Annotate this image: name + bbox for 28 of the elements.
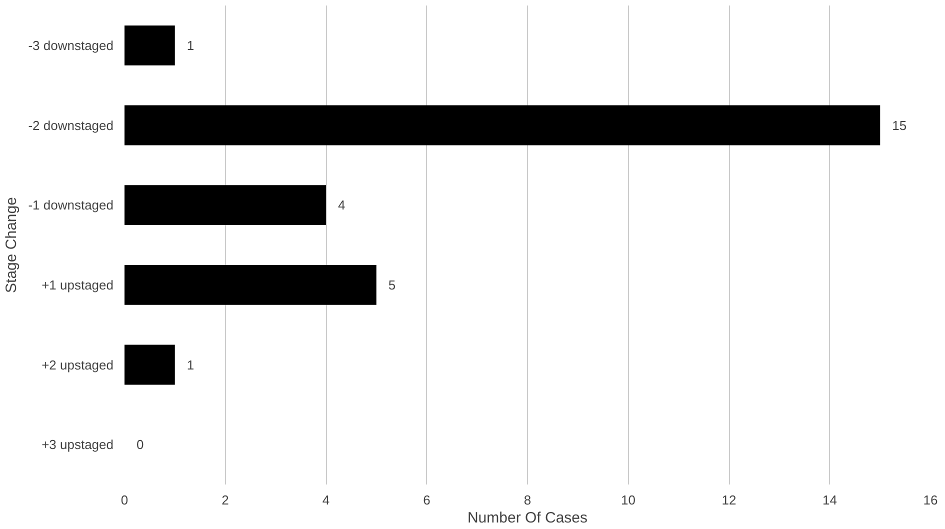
x-tick-label: 0	[120, 492, 128, 508]
bar	[124, 25, 175, 66]
x-tick-label: 12	[722, 492, 736, 508]
y-tick-label: +1 upstaged	[42, 277, 114, 292]
data-label: 1	[186, 357, 194, 372]
data-label: 1	[186, 38, 194, 53]
y-axis-title: Stage Change	[3, 197, 20, 293]
data-label: 15	[892, 118, 907, 133]
x-tick-label: 2	[222, 492, 229, 508]
x-tick-label: 14	[822, 492, 837, 508]
data-label: 4	[338, 198, 346, 213]
y-tick-label: +3 upstaged	[42, 437, 114, 452]
y-tick-label: +2 upstaged	[42, 357, 114, 372]
bar	[124, 344, 175, 385]
bar	[124, 105, 880, 146]
data-label: 5	[388, 277, 396, 292]
x-tick-label: 6	[423, 492, 430, 508]
x-tick-label: 10	[621, 492, 636, 508]
x-tick-label: 4	[322, 492, 330, 508]
x-axis-title: Number Of Cases	[467, 510, 588, 526]
bar	[124, 264, 376, 305]
x-tick-label: 16	[923, 492, 938, 508]
y-tick-label: -1 downstaged	[28, 198, 114, 213]
data-label: 0	[136, 437, 144, 452]
bar	[124, 185, 326, 226]
y-tick-label: -3 downstaged	[28, 38, 114, 53]
x-tick-label: 8	[524, 492, 532, 508]
y-tick-label: -2 downstaged	[28, 118, 114, 133]
